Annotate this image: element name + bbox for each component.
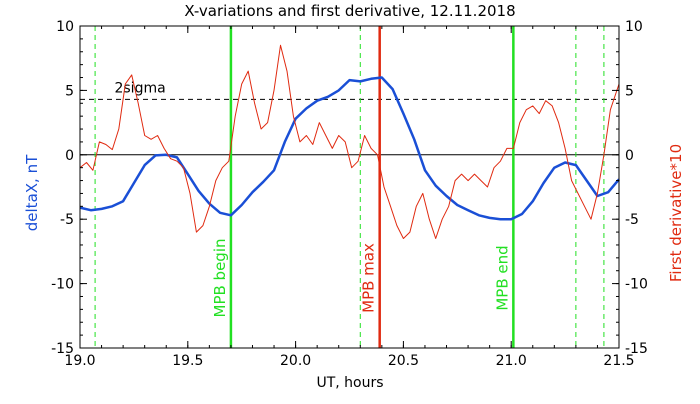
x-tick-label: 21.5 <box>603 353 634 369</box>
plot-area: 2sigma MPB begin MPB max MPB end 19.0 19.5 20.… <box>51 19 648 369</box>
y-tick-label-right: 5 <box>625 83 634 99</box>
series-line-derivative <box>79 44 620 239</box>
y-tick-label-left: 5 <box>65 83 74 99</box>
y-tick-label-right: -15 <box>625 341 648 357</box>
y-tick-label-right: 0 <box>625 148 634 164</box>
x-tick-label: 19.5 <box>172 353 203 369</box>
y-tick-label-right: -5 <box>625 212 639 228</box>
y-tick-label-right: 10 <box>625 19 643 35</box>
y-tick-label-left: 0 <box>65 148 74 164</box>
y-tick-label-left: -15 <box>51 341 74 357</box>
marker-label: MPB begin <box>211 239 229 318</box>
y-axis-label-right: First derivative*10 <box>667 144 685 282</box>
marker-label: MPB end <box>493 245 511 310</box>
chart-title: X-variations and first derivative, 12.11… <box>184 2 515 20</box>
marker-label: MPB max <box>360 243 378 313</box>
y-tick-label-left: 10 <box>56 19 74 35</box>
x-tick-label: 21.0 <box>496 353 527 369</box>
y-tick-label-right: -10 <box>625 277 648 293</box>
y-axis-label-left: deltaX, nT <box>23 154 41 231</box>
series-line-deltaX <box>79 76 620 221</box>
plot-frame <box>79 25 620 349</box>
y-tick-label-left: -5 <box>60 212 74 228</box>
x-axis-label: UT, hours <box>316 375 383 391</box>
y-tick-label-left: -10 <box>51 277 74 293</box>
sigma-label: 2sigma <box>114 80 165 96</box>
x-tick-label: 19.0 <box>64 353 95 369</box>
x-tick-label: 20.5 <box>388 353 419 369</box>
x-tick-label: 20.0 <box>280 353 311 369</box>
